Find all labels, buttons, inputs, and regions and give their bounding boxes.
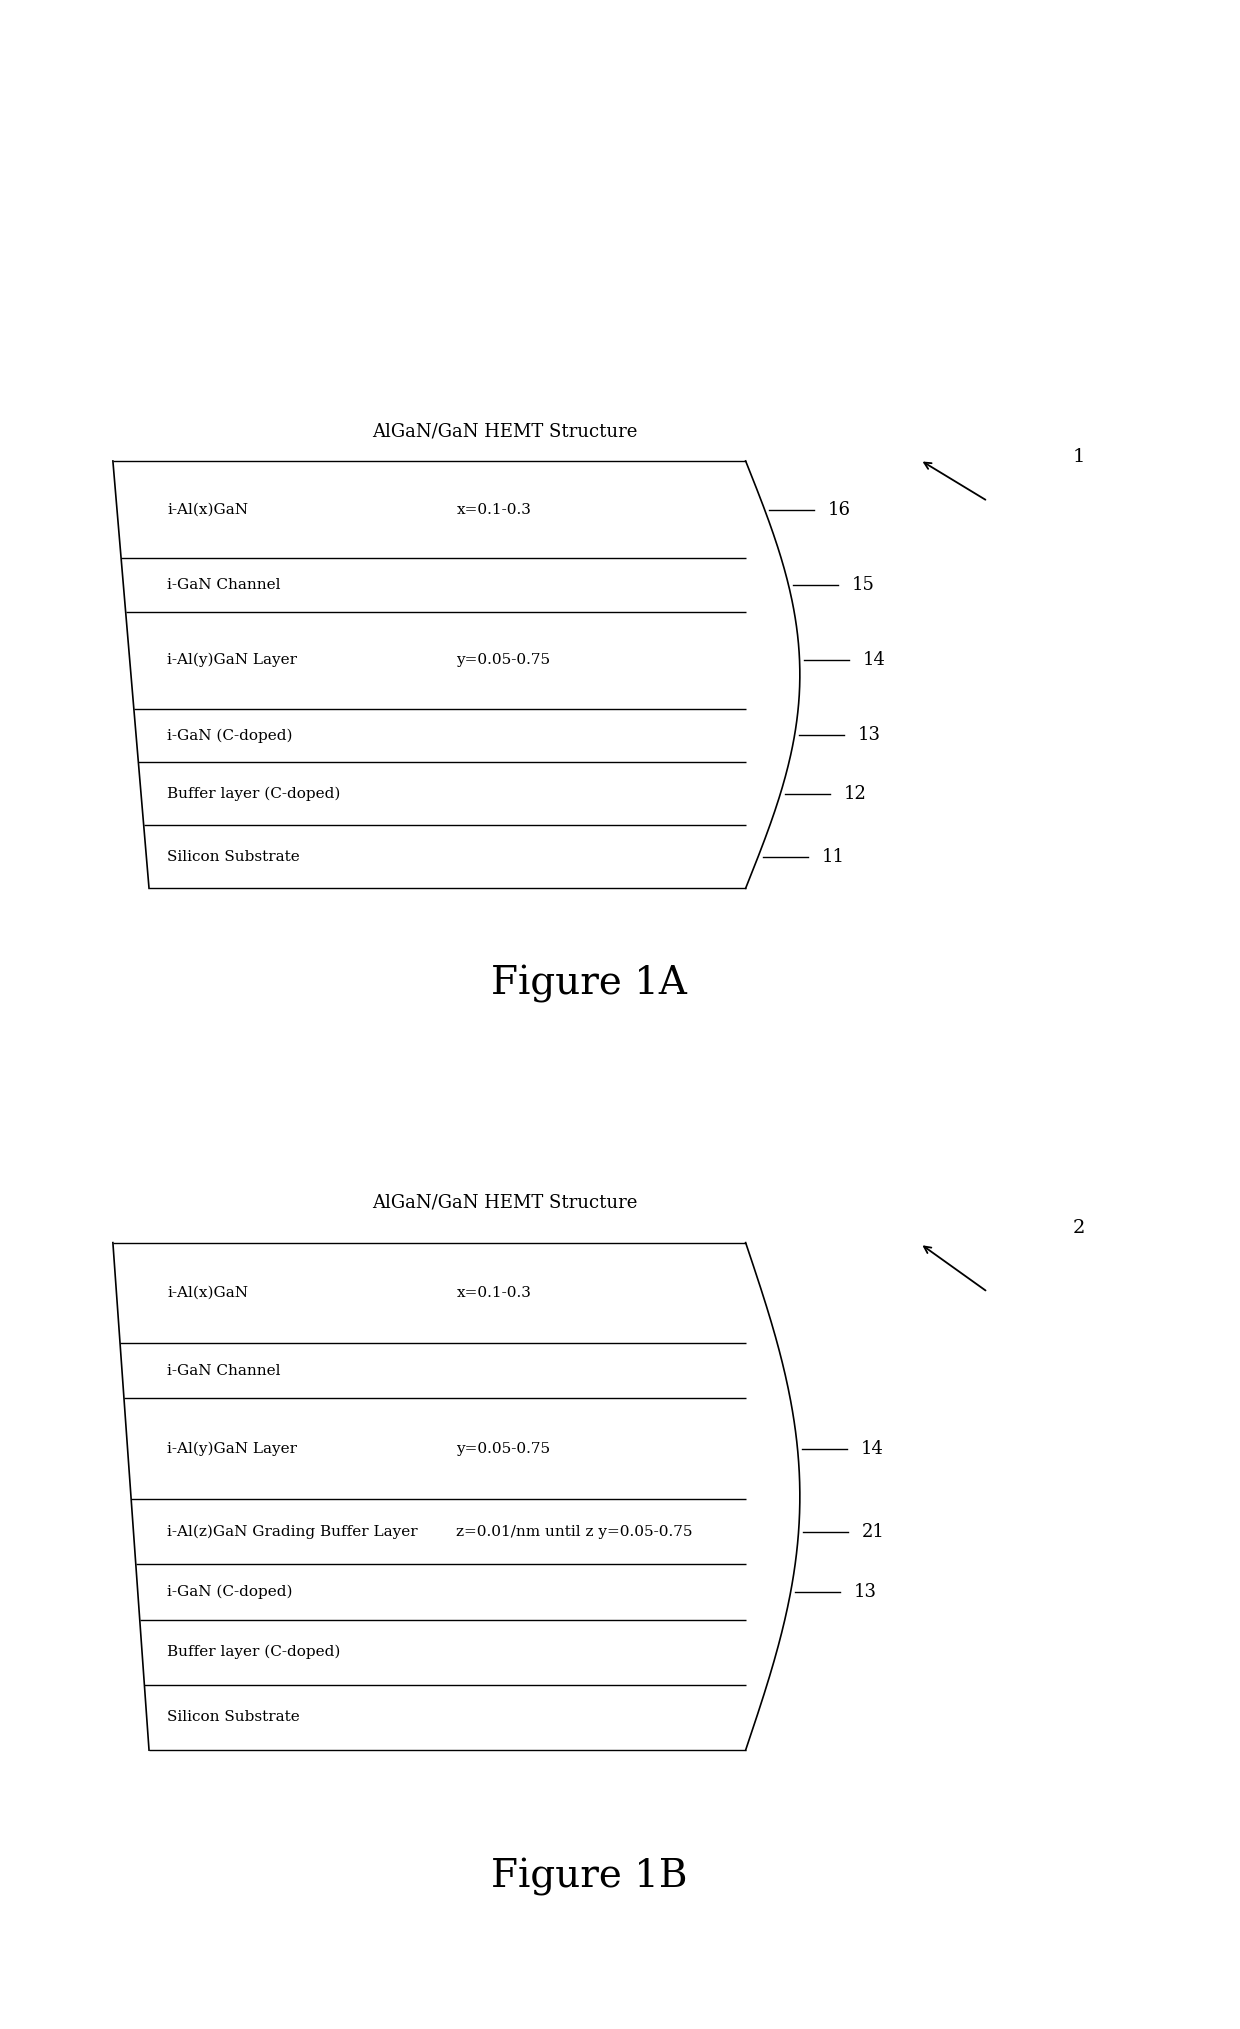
- Text: 15: 15: [852, 576, 874, 594]
- Text: Figure 1B: Figure 1B: [491, 1859, 687, 1895]
- Text: 14: 14: [861, 1441, 884, 1457]
- Text: i-GaN (C-doped): i-GaN (C-doped): [167, 1585, 293, 1599]
- Text: i-GaN Channel: i-GaN Channel: [167, 578, 280, 592]
- Text: x=0.1-0.3: x=0.1-0.3: [456, 503, 531, 517]
- Text: y=0.05-0.75: y=0.05-0.75: [456, 653, 551, 668]
- Text: i-GaN (C-doped): i-GaN (C-doped): [167, 728, 293, 743]
- Text: 11: 11: [821, 848, 844, 866]
- Text: 21: 21: [862, 1522, 884, 1540]
- Text: i-Al(x)GaN: i-Al(x)GaN: [167, 503, 248, 517]
- Text: 12: 12: [843, 785, 867, 803]
- Text: 16: 16: [828, 501, 851, 519]
- Text: Figure 1A: Figure 1A: [491, 966, 687, 1002]
- Text: 14: 14: [863, 651, 885, 670]
- Text: AlGaN/GaN HEMT Structure: AlGaN/GaN HEMT Structure: [372, 1193, 637, 1211]
- Text: i-Al(x)GaN: i-Al(x)GaN: [167, 1286, 248, 1301]
- Text: i-GaN Channel: i-GaN Channel: [167, 1363, 280, 1378]
- Text: x=0.1-0.3: x=0.1-0.3: [456, 1286, 531, 1301]
- Text: 1: 1: [1073, 448, 1085, 465]
- Text: AlGaN/GaN HEMT Structure: AlGaN/GaN HEMT Structure: [372, 422, 637, 440]
- Text: Buffer layer (C-doped): Buffer layer (C-doped): [167, 1646, 341, 1660]
- Text: 2: 2: [1073, 1219, 1085, 1236]
- Text: 13: 13: [858, 726, 880, 745]
- Text: Silicon Substrate: Silicon Substrate: [167, 850, 300, 864]
- Text: i-Al(y)GaN Layer: i-Al(y)GaN Layer: [167, 1441, 298, 1457]
- Text: Buffer layer (C-doped): Buffer layer (C-doped): [167, 787, 341, 801]
- Text: i-Al(z)GaN Grading Buffer Layer: i-Al(z)GaN Grading Buffer Layer: [167, 1524, 418, 1538]
- Text: z=0.01/nm until z y=0.05-0.75: z=0.01/nm until z y=0.05-0.75: [456, 1524, 693, 1538]
- Text: Silicon Substrate: Silicon Substrate: [167, 1710, 300, 1725]
- Text: i-Al(y)GaN Layer: i-Al(y)GaN Layer: [167, 653, 298, 668]
- Text: 13: 13: [854, 1583, 877, 1601]
- Text: y=0.05-0.75: y=0.05-0.75: [456, 1443, 551, 1455]
